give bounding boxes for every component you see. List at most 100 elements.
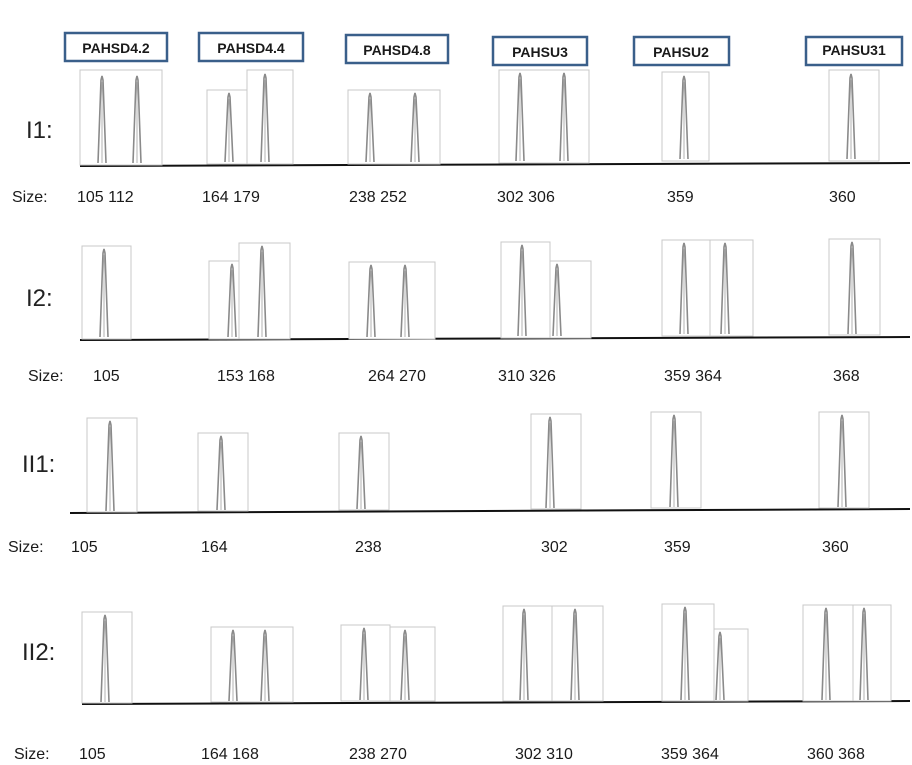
peak-panel	[81, 245, 132, 340]
allele-peak	[720, 242, 730, 335]
size-row-ii2: Size: 105 164 168 238 270 302 310 359 36…	[14, 746, 865, 763]
size-row-i1: Size: 105 112 164 179 238 252 302 306 35…	[12, 189, 856, 206]
allele-peak	[679, 242, 689, 335]
allele-peak	[400, 629, 410, 701]
allele-peak	[680, 606, 690, 701]
peak-panel	[828, 238, 881, 336]
row-label-i1: I1:	[26, 117, 53, 144]
size-prefix: Size:	[28, 368, 64, 385]
peak-panels	[79, 69, 892, 704]
allele-peak	[132, 75, 142, 164]
size-value: 164 168	[201, 746, 259, 763]
size-row-i2: Size: 105 153 168 264 270 310 326 359 36…	[28, 368, 860, 385]
allele-peak	[366, 264, 376, 338]
allele-peak	[515, 72, 525, 162]
peak-panel	[246, 69, 294, 165]
peak-panel	[500, 241, 551, 339]
peak-panel	[852, 604, 892, 702]
size-value: 368	[833, 368, 860, 385]
peak-panel	[389, 626, 436, 702]
peak-panel-frame	[347, 89, 441, 165]
size-value: 359	[667, 189, 694, 206]
peak-panel	[818, 411, 870, 509]
row-label-ii1: II1:	[22, 451, 55, 478]
size-prefix: Size:	[8, 539, 44, 556]
size-value: 105	[71, 539, 98, 556]
allele-peak	[570, 608, 580, 701]
row-label-i2: I2:	[26, 285, 53, 312]
peak-panel	[498, 69, 590, 164]
peak-panel-frame	[348, 261, 436, 340]
peak-panel	[238, 242, 291, 340]
peak-panel	[348, 261, 436, 340]
peak-panel-frame	[246, 69, 294, 165]
allele-peak	[260, 629, 270, 702]
size-prefix: Size:	[12, 189, 48, 206]
peak-panel	[197, 432, 249, 512]
size-value: 105	[79, 746, 106, 763]
size-value: 153 168	[217, 368, 275, 385]
baseline-i2	[79, 336, 911, 341]
size-value: 302	[541, 539, 568, 556]
peak-panel-frame	[79, 69, 163, 166]
allele-peak	[410, 92, 420, 163]
allele-peak	[545, 416, 555, 509]
size-value: 264 270	[368, 368, 426, 385]
size-value: 164	[201, 539, 228, 556]
size-value: 359 364	[664, 368, 722, 385]
peak-panel	[340, 624, 391, 702]
baselines	[69, 162, 911, 705]
peak-panel	[206, 89, 248, 165]
size-row-ii1: Size: 105 164 238 302 359 360	[8, 539, 849, 556]
allele-peak	[517, 244, 527, 337]
marker-label: PAHSU2	[653, 44, 709, 60]
marker-header-pahsd4-4: PAHSD4.4	[197, 31, 305, 63]
peak-panel	[338, 432, 390, 511]
peak-panel	[551, 605, 604, 702]
row-label-ii2: II2:	[22, 639, 55, 666]
allele-peak	[257, 245, 267, 338]
size-value: 238 270	[349, 746, 407, 763]
marker-label: PAHSD4.4	[217, 40, 285, 56]
marker-header-pahsd4-2: PAHSD4.2	[63, 31, 169, 63]
allele-peak	[227, 263, 237, 338]
peak-panel	[79, 69, 163, 166]
size-value: 310 326	[498, 368, 556, 385]
allele-peak	[105, 420, 115, 512]
allele-peak	[559, 72, 569, 162]
peak-panel	[530, 413, 582, 510]
peak-panel-frame	[498, 69, 590, 164]
size-value: 360 368	[807, 746, 865, 763]
peak-panel	[81, 611, 133, 704]
peak-panel	[208, 260, 240, 340]
marker-header-pahsu3: PAHSU3	[491, 35, 589, 67]
size-value: 359 364	[661, 746, 719, 763]
allele-peak	[99, 248, 109, 338]
baseline-i1	[79, 162, 911, 167]
marker-label: PAHSU31	[822, 42, 886, 58]
allele-peak	[847, 241, 857, 335]
peak-panel	[802, 604, 854, 702]
size-value: 164 179	[202, 189, 260, 206]
allele-peak	[260, 73, 270, 163]
allele-peak	[228, 629, 238, 702]
size-prefix: Size:	[14, 746, 50, 763]
allele-peak	[519, 608, 529, 701]
peak-panel-frame	[852, 604, 892, 702]
peak-panel-frame	[709, 239, 754, 337]
peak-panel	[549, 260, 592, 339]
marker-label: PAHSU3	[512, 44, 568, 60]
allele-peak	[669, 414, 679, 508]
baseline-ii1	[69, 508, 911, 514]
allele-peak	[100, 614, 110, 703]
allele-peak	[356, 435, 366, 510]
size-value: 359	[664, 539, 691, 556]
allele-peak	[679, 75, 689, 160]
size-value: 238 252	[349, 189, 407, 206]
allele-peak	[552, 263, 562, 337]
marker-header-pahsd4-8: PAHSD4.8	[344, 33, 450, 65]
peak-panel	[650, 411, 702, 509]
marker-headers: PAHSD4.2 PAHSD4.4 PAHSD4.8 PAHSU3 PAHSU2…	[63, 31, 904, 67]
allele-peak	[846, 73, 856, 160]
